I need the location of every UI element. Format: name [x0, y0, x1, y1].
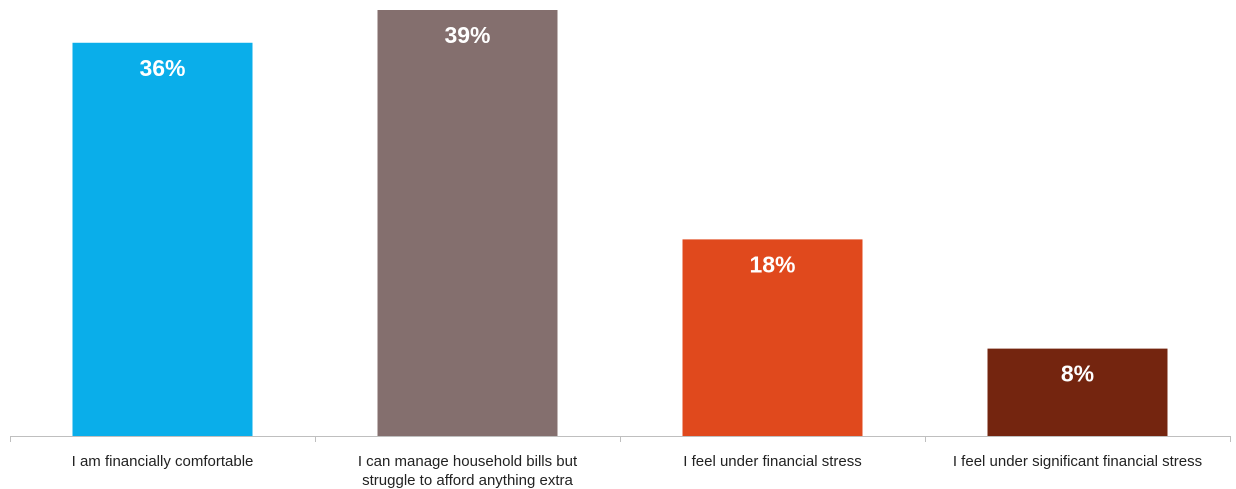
category-label-line: I can manage household bills but — [358, 453, 578, 470]
bar-value-label: 39% — [444, 22, 490, 48]
category-label: I can manage household bills but struggle… — [358, 453, 578, 489]
bar-value-label: 18% — [749, 251, 795, 277]
category-label: I feel under significant financial stres… — [953, 453, 1202, 470]
category-labels: I am financially comfortable I can manage… — [72, 453, 1203, 489]
bar — [987, 348, 1168, 436]
bar-value-label: 8% — [1061, 361, 1094, 387]
category-label-line: struggle to afford anything extra — [362, 472, 573, 489]
category-label-line: I feel under financial stress — [683, 453, 861, 470]
bar — [682, 239, 863, 436]
bar — [377, 10, 558, 436]
bars-group: 36% 39% 18% 8% — [72, 10, 1168, 437]
category-label: I am financially comfortable — [72, 453, 254, 470]
bar-value-label: 36% — [139, 55, 185, 81]
category-label-line: I feel under significant financial stres… — [953, 453, 1202, 470]
category-label-line: I am financially comfortable — [72, 453, 254, 470]
category-label: I feel under financial stress — [683, 453, 861, 470]
x-axis — [10, 436, 1231, 442]
bar — [72, 42, 253, 437]
